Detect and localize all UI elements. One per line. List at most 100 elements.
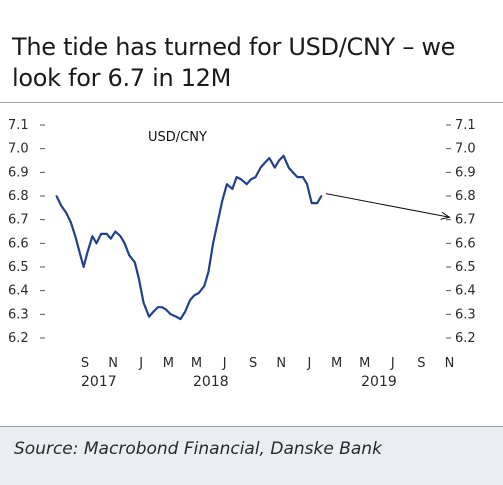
- x-tick-label: J: [306, 356, 311, 371]
- usdcny-point: [165, 308, 168, 311]
- usdcny-point: [189, 299, 191, 302]
- usdcny-point: [152, 311, 155, 313]
- x-tick-label: M: [359, 356, 370, 371]
- x-tick-label: J: [138, 356, 143, 371]
- usdcny-point: [175, 315, 178, 318]
- usdcny-point: [123, 242, 126, 245]
- x-year-label: 2019: [361, 374, 397, 390]
- title-divider: [0, 102, 503, 103]
- usdcny-point: [240, 178, 243, 181]
- x-tick-label: N: [276, 356, 286, 371]
- usdcny-point: [273, 166, 276, 169]
- y-tick-label-left: 6.3: [8, 307, 29, 322]
- y-tick-label-left: 6.5: [8, 260, 29, 275]
- x-tick-label: J: [222, 356, 227, 371]
- usdcny-point: [302, 176, 304, 178]
- usdcny-point: [65, 211, 68, 214]
- usdcny-point: [306, 183, 308, 186]
- usdcny-point: [179, 318, 182, 320]
- plot-panel: 6.2 6.2 6.3 6.3 6.4 6.4 6.5 6.5 6.6 6.6 6.7 6.7 6.8 6…: [0, 103, 503, 423]
- chart-title: The tide has turned for USD/CNY – we loo…: [12, 33, 456, 92]
- usdcny-point: [95, 242, 98, 245]
- usdcny-point: [231, 188, 234, 190]
- usdcny-point: [217, 218, 220, 221]
- y-tick-label-right: 6.5: [455, 260, 476, 275]
- y-tick-label-right: 6.7: [455, 213, 476, 228]
- usdcny-point: [133, 261, 136, 264]
- usdcny-point: [259, 166, 262, 169]
- usdcny-point: [268, 157, 271, 160]
- y-tick-label-left: 7.0: [8, 142, 29, 157]
- usdcny-point: [161, 306, 163, 309]
- usdcny-point: [148, 315, 150, 318]
- y-tick-label-left: 6.9: [8, 165, 29, 180]
- usdcny-series-line: [55, 154, 323, 321]
- x-tick-label: M: [191, 356, 202, 371]
- y-tick-label-right: 6.3: [455, 307, 476, 322]
- usdcny-point: [263, 161, 266, 164]
- usdcny-point: [119, 235, 122, 238]
- usdcny-point: [254, 176, 257, 178]
- usdcny-point: [193, 294, 196, 297]
- y-tick-label-left: 7.1: [8, 118, 29, 133]
- usdcny-point: [79, 254, 82, 257]
- usdcny-point: [197, 292, 200, 294]
- y-tick-label-right: 6.9: [455, 165, 476, 180]
- series-annotation-label: USD/CNY: [148, 130, 207, 145]
- usdcny-point: [169, 313, 172, 316]
- usdcny-point: [212, 242, 214, 245]
- usdcny-point: [207, 270, 210, 273]
- usdcny-point: [82, 266, 85, 268]
- y-tick-label-right: 6.4: [455, 284, 476, 299]
- usdcny-point: [245, 183, 248, 186]
- usdcny-point: [55, 195, 58, 197]
- usdcny-point: [249, 178, 252, 181]
- usdcny-point: [69, 221, 72, 223]
- usdcny-point: [282, 154, 285, 157]
- usdcny-point: [109, 237, 112, 240]
- usdcny-point: [74, 235, 77, 238]
- usdcny-point: [105, 232, 108, 235]
- x-tick-label: N: [445, 356, 455, 371]
- usdcny-point: [310, 202, 313, 204]
- source-note: Source: Macrobond Financial, Danske Bank: [14, 439, 382, 459]
- y-tick-label-right: 6.6: [455, 236, 476, 251]
- usdcny-point: [100, 232, 103, 235]
- usdcny-point: [320, 195, 323, 197]
- chart-svg: 6.2 6.2 6.3 6.3 6.4 6.4 6.5 6.5 6.6 6.6 6.7 6.7 6.8 6…: [8, 118, 476, 390]
- x-tick-label: N: [108, 356, 118, 371]
- usdcny-point: [296, 176, 299, 178]
- source-panel: Source: Macrobond Financial, Danske Bank: [0, 426, 503, 485]
- x-tick-label: J: [390, 356, 395, 371]
- x-year-label: 2017: [81, 374, 117, 390]
- x-tick-label: M: [331, 356, 342, 371]
- x-tick-label: S: [81, 356, 89, 371]
- usdcny-point: [316, 202, 319, 204]
- x-tick-label: S: [249, 356, 257, 371]
- usdcny-point: [278, 159, 280, 162]
- forecast-arrow-line: [325, 193, 450, 218]
- usdcny-point: [60, 204, 62, 207]
- y-tick-label-right: 7.1: [455, 118, 476, 133]
- usdcny-point: [287, 166, 290, 169]
- x-tick-label: S: [417, 356, 425, 371]
- y-tick-label-left: 6.7: [8, 213, 29, 228]
- usdcny-point: [138, 277, 140, 280]
- usdcny-point: [142, 301, 145, 304]
- y-tick-label-right: 6.2: [455, 331, 476, 346]
- y-tick-label-left: 6.6: [8, 236, 29, 251]
- usdcny-point: [184, 311, 186, 313]
- x-year-label: 2018: [193, 374, 229, 390]
- y-tick-label-left: 6.2: [8, 331, 29, 346]
- x-tick-label: M: [163, 356, 174, 371]
- usdcny-point: [114, 230, 117, 233]
- usdcny-point: [86, 251, 89, 254]
- usdcny-point: [291, 171, 294, 174]
- forecast-arrowhead: [440, 211, 451, 220]
- y-tick-label-left: 6.4: [8, 284, 29, 299]
- usdcny-point: [156, 306, 159, 309]
- usdcny-point: [235, 176, 238, 178]
- y-tick-label-right: 7.0: [455, 142, 476, 157]
- usdcny-point: [221, 199, 224, 202]
